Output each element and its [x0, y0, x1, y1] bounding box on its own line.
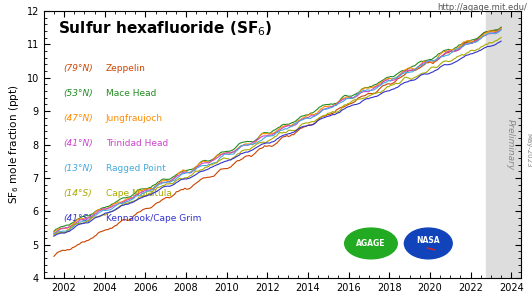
Text: Mace Head: Mace Head: [106, 89, 156, 98]
Text: http://agage.mit.edu/: http://agage.mit.edu/: [437, 3, 527, 12]
Text: (47°N): (47°N): [63, 114, 93, 123]
Text: Jungfraujoch: Jungfraujoch: [106, 114, 163, 123]
Text: (53°N): (53°N): [63, 89, 93, 98]
Text: (41°S): (41°S): [63, 214, 92, 223]
Text: Ragged Point: Ragged Point: [106, 164, 165, 173]
Text: Zeppelin: Zeppelin: [106, 64, 146, 74]
Text: Cape Matatula: Cape Matatula: [106, 189, 172, 198]
Text: Sulfur hexafluoride (SF$_6$): Sulfur hexafluoride (SF$_6$): [58, 19, 273, 38]
Bar: [486, 11, 521, 278]
Text: (13°N): (13°N): [63, 164, 93, 173]
Text: Preliminary: Preliminary: [505, 119, 514, 170]
Text: (79°N): (79°N): [63, 64, 93, 74]
Text: AGAGE: AGAGE: [356, 239, 386, 248]
Text: Kennaook/Cape Grim: Kennaook/Cape Grim: [106, 214, 201, 223]
Text: —: —: [425, 243, 437, 255]
Y-axis label: SF$_6$ mole fraction (ppt): SF$_6$ mole fraction (ppt): [7, 85, 21, 204]
Text: NASA: NASA: [417, 236, 440, 245]
Ellipse shape: [345, 228, 397, 259]
Text: Trinidad Head: Trinidad Head: [106, 139, 168, 148]
Text: (14°S): (14°S): [63, 189, 92, 198]
Text: May-2023: May-2023: [525, 133, 531, 167]
Ellipse shape: [404, 228, 452, 259]
Text: (41°N): (41°N): [63, 139, 93, 148]
